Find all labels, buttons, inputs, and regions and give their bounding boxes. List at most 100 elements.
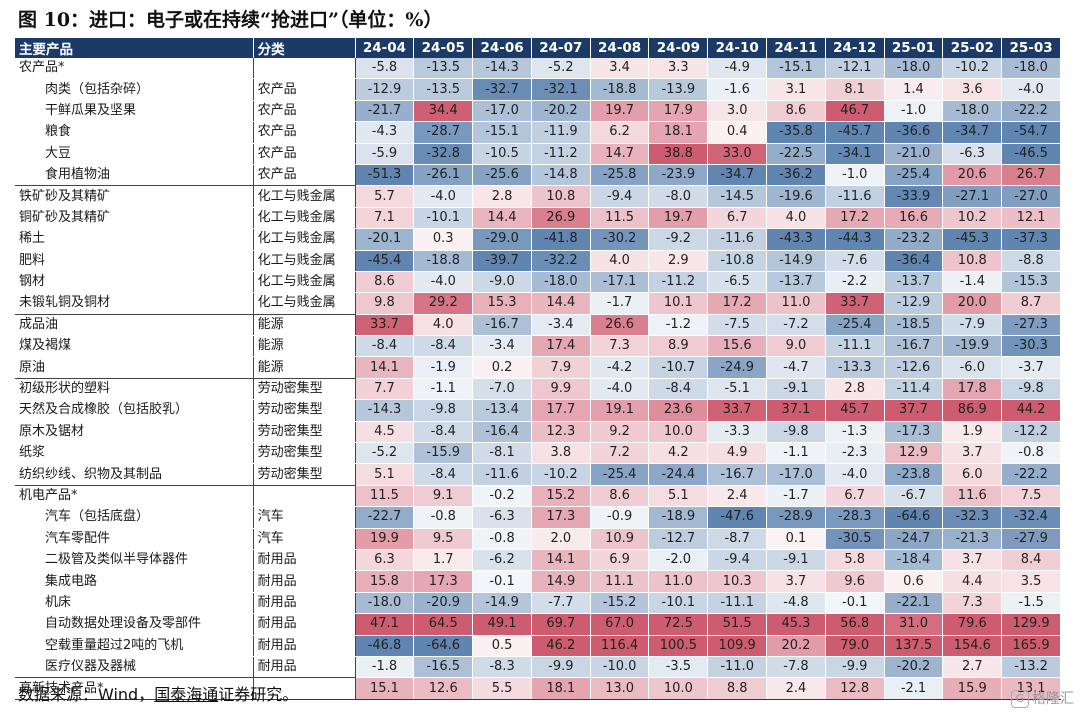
value-cell: -32.1 — [531, 78, 591, 101]
value-cell: 69.7 — [531, 613, 591, 636]
value-cell: -9.1 — [766, 549, 826, 572]
value-cell: 15.2 — [531, 485, 591, 508]
value-cell: -7.6 — [825, 250, 885, 272]
column-header: 24-10 — [707, 38, 768, 58]
category-cell: 化工与贱金属 — [253, 207, 356, 230]
value-cell: -14.9 — [766, 250, 826, 272]
value-cell: -11.9 — [531, 121, 591, 144]
value-cell: -13.5 — [413, 58, 474, 80]
category-cell — [253, 677, 356, 700]
product-name-cell: 机床 — [15, 592, 254, 615]
value-cell: 10.9 — [590, 528, 650, 550]
value-cell: -12.7 — [648, 528, 709, 550]
value-cell: -9.4 — [590, 185, 650, 208]
category-cell: 化工与贱金属 — [253, 292, 356, 315]
value-cell: -17.3 — [884, 421, 944, 444]
value-cell: 1.7 — [413, 549, 474, 572]
value-cell: -9.8 — [1001, 378, 1061, 401]
value-cell: -1.9 — [413, 356, 474, 379]
value-cell: 51.5 — [707, 613, 768, 636]
value-cell: 10.0 — [648, 421, 709, 444]
table-row: 机电产品* 11.5 9.1 -0.2 15.2 8.6 5.1 2.4 -1.7 6.7 -6.7… — [15, 485, 1061, 508]
value-cell: 2.4 — [766, 677, 826, 700]
product-name-cell: 机电产品* — [15, 485, 254, 508]
value-cell: -30.2 — [590, 228, 650, 251]
value-cell: -15.1 — [472, 121, 532, 144]
value-cell: 9.1 — [413, 485, 474, 508]
value-cell: 1.9 — [942, 421, 1003, 444]
value-cell: -22.5 — [766, 143, 826, 165]
value-cell: 15.9 — [942, 677, 1003, 700]
table-row: 汽车（包括底盘） 汽车 -22.7 -0.8 -6.3 17.3 -0.9 -18.9 -47.… — [15, 506, 1061, 529]
value-cell: -32.4 — [1001, 506, 1061, 529]
value-cell: -27.0 — [1001, 185, 1061, 208]
value-cell: -15.3 — [1001, 271, 1061, 294]
value-cell: -16.7 — [707, 463, 768, 486]
value-cell: -17.0 — [766, 463, 826, 486]
value-cell: -9.9 — [531, 656, 591, 679]
value-cell: -18.8 — [590, 78, 650, 101]
value-cell: 9.2 — [590, 421, 650, 444]
value-cell: 18.1 — [531, 677, 591, 700]
table-row: 集成电路 耐用品 15.8 17.3 -0.1 14.9 11.1 11.0 10.3 3.7 9.… — [15, 570, 1061, 593]
value-cell: 44.2 — [1001, 399, 1061, 422]
value-cell: -20.9 — [413, 592, 474, 615]
value-cell: 3.6 — [942, 78, 1003, 101]
value-cell: -9.2 — [648, 228, 709, 251]
value-cell: 67.0 — [590, 613, 650, 636]
value-cell: 19.1 — [590, 399, 650, 422]
value-cell: -34.1 — [825, 143, 885, 165]
category-cell: 劳动密集型 — [253, 378, 356, 401]
value-cell: 4.2 — [648, 442, 709, 465]
table-header-row: 主要产品 分类 24-04 24-05 24-06 24-07 24-08 24-09 24-1… — [15, 38, 1061, 58]
column-header: 24-05 — [413, 38, 474, 58]
table-row: 大豆 农产品 -5.9 -32.8 -10.5 -11.2 14.7 38.8 33.0 -22.… — [15, 143, 1061, 165]
value-cell: -4.8 — [766, 592, 826, 615]
value-cell: 3.7 — [942, 442, 1003, 465]
value-cell: -45.7 — [825, 121, 885, 144]
category-cell: 化工与贱金属 — [253, 271, 356, 294]
product-name-cell: 自动数据处理设备及零部件 — [15, 613, 254, 636]
value-cell: -11.2 — [531, 143, 591, 165]
value-cell: -0.1 — [825, 592, 885, 615]
value-cell: -13.3 — [825, 356, 885, 379]
value-cell: -6.5 — [707, 271, 768, 294]
table-row: 医疗仪器及器械 耐用品 -1.8 -16.5 -8.3 -9.9 -10.0 -3.5 -11.… — [15, 656, 1061, 679]
value-cell: -18.8 — [413, 250, 474, 272]
value-cell: -5.2 — [355, 442, 415, 465]
product-name-cell: 铜矿砂及其精矿 — [15, 207, 254, 230]
category-cell: 农产品 — [253, 164, 356, 187]
value-cell: -22.7 — [355, 506, 415, 529]
value-cell: 12.1 — [1001, 207, 1061, 230]
value-cell: -11.6 — [472, 463, 532, 486]
value-cell: -13.2 — [1001, 656, 1061, 679]
value-cell: -35.8 — [766, 121, 826, 144]
table-row: 初级形状的塑料 劳动密集型 7.7 -1.1 -7.0 9.9 -4.0 -8.4 -5.1 -9… — [15, 378, 1061, 401]
value-cell: -16.4 — [472, 421, 532, 444]
category-cell: 劳动密集型 — [253, 399, 356, 422]
value-cell: 5.5 — [472, 677, 532, 700]
value-cell: -17.0 — [472, 100, 532, 123]
value-cell: -22.1 — [884, 592, 944, 615]
value-cell: 17.9 — [648, 100, 709, 123]
value-cell: -19.9 — [942, 335, 1003, 358]
value-cell: 19.7 — [590, 100, 650, 123]
value-cell: 5.7 — [355, 185, 415, 208]
column-header: 分类 — [253, 38, 356, 58]
column-header: 24-12 — [825, 38, 885, 58]
column-header: 24-09 — [648, 38, 709, 58]
value-cell: -0.8 — [1001, 442, 1061, 465]
value-cell: -5.9 — [355, 143, 415, 165]
value-cell: 14.4 — [472, 207, 532, 230]
value-cell: -7.8 — [766, 656, 826, 679]
value-cell: 7.5 — [1001, 485, 1061, 508]
table-row: 钢材 化工与贱金属 8.6 -4.0 -9.0 -18.0 -17.1 -11.2 -6.5 -1… — [15, 271, 1061, 294]
value-cell: 46.2 — [531, 635, 591, 657]
value-cell: 6.7 — [707, 207, 768, 230]
value-cell: -13.5 — [413, 78, 474, 101]
value-cell: 9.8 — [355, 292, 415, 315]
value-cell: 8.7 — [1001, 292, 1061, 315]
category-cell: 化工与贱金属 — [253, 228, 356, 251]
value-cell: -28.3 — [825, 506, 885, 529]
value-cell: 15.6 — [707, 335, 768, 358]
